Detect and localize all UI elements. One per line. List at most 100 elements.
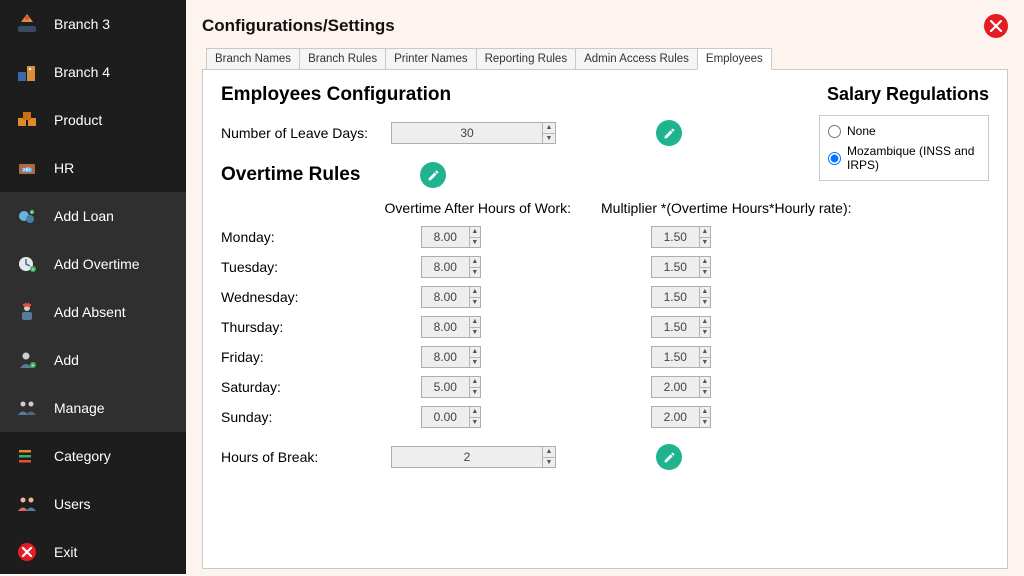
overtime-row-friday: Friday:▲▼▲▼ xyxy=(221,346,989,368)
sidebar-item-label: Branch 3 xyxy=(54,16,110,32)
overtime-after-input[interactable]: ▲▼ xyxy=(421,316,481,338)
overtime-icon: + xyxy=(14,251,40,277)
page-title: Configurations/Settings xyxy=(202,16,395,36)
tab-branch-rules[interactable]: Branch Rules xyxy=(299,48,386,70)
day-label: Monday: xyxy=(221,229,421,245)
spinner-down-icon: ▼ xyxy=(543,134,555,144)
tab-printer-names[interactable]: Printer Names xyxy=(385,48,477,70)
svg-text:+: + xyxy=(32,363,35,369)
radio-label: Mozambique (INSS and IRPS) xyxy=(847,144,980,172)
sidebar-item-add-loan[interactable]: + Add Loan xyxy=(0,192,186,240)
radio-input[interactable] xyxy=(828,152,841,165)
sidebar-item-branch-4[interactable]: Branch 4 xyxy=(0,48,186,96)
overtime-multiplier-input[interactable]: ▲▼ xyxy=(651,406,711,428)
close-button[interactable] xyxy=(984,14,1008,38)
edit-overtime-button[interactable] xyxy=(420,162,446,188)
overtime-rules-title: Overtime Rules xyxy=(221,164,360,186)
leave-days-label: Number of Leave Days: xyxy=(221,125,391,141)
overtime-multiplier-input[interactable]: ▲▼ xyxy=(651,316,711,338)
day-label: Saturday: xyxy=(221,379,421,395)
sidebar-item-product[interactable]: Product xyxy=(0,96,186,144)
svg-text:+: + xyxy=(31,210,34,216)
overtime-multiplier-header: Multiplier *(Overtime Hours*Hourly rate)… xyxy=(601,200,852,216)
overtime-after-input[interactable]: ▲▼ xyxy=(421,376,481,398)
overtime-row-monday: Monday:▲▼▲▼ xyxy=(221,226,989,248)
overtime-after-header: Overtime After Hours of Work: xyxy=(221,200,601,216)
sidebar-item-add-absent[interactable]: Add Absent xyxy=(0,288,186,336)
tab-branch-names[interactable]: Branch Names xyxy=(206,48,300,70)
sidebar-item-label: Add xyxy=(54,352,79,368)
overtime-row-tuesday: Tuesday:▲▼▲▼ xyxy=(221,256,989,278)
overtime-row-sunday: Sunday:▲▼▲▼ xyxy=(221,406,989,428)
tab-reporting-rules[interactable]: Reporting Rules xyxy=(476,48,576,70)
tab-employees[interactable]: Employees xyxy=(697,48,772,70)
overtime-multiplier-input[interactable]: ▲▼ xyxy=(651,346,711,368)
sidebar-item-hr[interactable]: HR HR xyxy=(0,144,186,192)
loan-icon: + xyxy=(14,203,40,229)
sidebar-item-label: Add Absent xyxy=(54,304,126,320)
svg-text:HR: HR xyxy=(23,168,31,174)
category-icon xyxy=(14,443,40,469)
hours-break-input[interactable]: ▲▼ xyxy=(391,446,556,468)
overtime-after-input[interactable]: ▲▼ xyxy=(421,226,481,248)
exit-icon xyxy=(14,539,40,565)
sidebar-item-branch-3[interactable]: Branch 3 xyxy=(0,0,186,48)
overtime-multiplier-input[interactable]: ▲▼ xyxy=(651,226,711,248)
overtime-multiplier-input[interactable]: ▲▼ xyxy=(651,376,711,398)
overtime-row-wednesday: Wednesday:▲▼▲▼ xyxy=(221,286,989,308)
salary-reg-option-none[interactable]: None xyxy=(828,124,980,138)
main-area: Configurations/Settings Branch NamesBran… xyxy=(186,0,1024,574)
svg-text:+: + xyxy=(32,267,35,273)
sidebar-item-label: Add Loan xyxy=(54,208,114,224)
day-label: Friday: xyxy=(221,349,421,365)
sidebar-item-category[interactable]: Category xyxy=(0,432,186,480)
sidebar-item-label: Users xyxy=(54,496,91,512)
tabs: Branch NamesBranch RulesPrinter NamesRep… xyxy=(206,48,1008,70)
absent-icon xyxy=(14,299,40,325)
product-icon xyxy=(14,107,40,133)
day-label: Wednesday: xyxy=(221,289,421,305)
sidebar-item-label: Manage xyxy=(54,400,105,416)
day-label: Tuesday: xyxy=(221,259,421,275)
sidebar: Branch 3 Branch 4 Product HR HR + Add Loan + Add… xyxy=(0,0,186,574)
radio-input[interactable] xyxy=(828,125,841,138)
sidebar-item-add-overtime[interactable]: + Add Overtime xyxy=(0,240,186,288)
spinner-up-icon: ▲ xyxy=(543,123,555,134)
overtime-row-thursday: Thursday:▲▼▲▼ xyxy=(221,316,989,338)
sidebar-item-add[interactable]: + Add xyxy=(0,336,186,384)
radio-label: None xyxy=(847,124,876,138)
day-label: Thursday: xyxy=(221,319,421,335)
branch2-icon xyxy=(14,59,40,85)
overtime-after-input[interactable]: ▲▼ xyxy=(421,406,481,428)
overtime-after-input[interactable]: ▲▼ xyxy=(421,346,481,368)
day-label: Sunday: xyxy=(221,409,421,425)
overtime-after-input[interactable]: ▲▼ xyxy=(421,256,481,278)
salary-regulations-title: Salary Regulations xyxy=(819,84,989,105)
edit-leave-button[interactable] xyxy=(656,120,682,146)
sidebar-item-label: Exit xyxy=(54,544,77,560)
sidebar-item-label: HR xyxy=(54,160,74,176)
hours-break-label: Hours of Break: xyxy=(221,449,391,465)
sidebar-item-label: Product xyxy=(54,112,102,128)
employees-panel: Employees Configuration Number of Leave … xyxy=(202,69,1008,569)
overtime-multiplier-input[interactable]: ▲▼ xyxy=(651,256,711,278)
salary-regulations: Salary Regulations None Mozambique (INSS … xyxy=(819,84,989,181)
sidebar-item-users[interactable]: Users xyxy=(0,480,186,528)
sidebar-item-manage[interactable]: Manage xyxy=(0,384,186,432)
users-icon xyxy=(14,491,40,517)
overtime-multiplier-input[interactable]: ▲▼ xyxy=(651,286,711,308)
sidebar-item-label: Category xyxy=(54,448,111,464)
leave-days-input[interactable]: ▲▼ xyxy=(391,122,556,144)
manage-icon xyxy=(14,395,40,421)
sidebar-item-exit[interactable]: Exit xyxy=(0,528,186,576)
sidebar-item-label: Branch 4 xyxy=(54,64,110,80)
overtime-row-saturday: Saturday:▲▼▲▼ xyxy=(221,376,989,398)
hr-icon: HR xyxy=(14,155,40,181)
tab-admin-access-rules[interactable]: Admin Access Rules xyxy=(575,48,698,70)
edit-break-button[interactable] xyxy=(656,444,682,470)
add-icon: + xyxy=(14,347,40,373)
overtime-after-input[interactable]: ▲▼ xyxy=(421,286,481,308)
salary-reg-option-mozambique[interactable]: Mozambique (INSS and IRPS) xyxy=(828,144,980,172)
sidebar-item-label: Add Overtime xyxy=(54,256,140,272)
branch-icon xyxy=(14,11,40,37)
